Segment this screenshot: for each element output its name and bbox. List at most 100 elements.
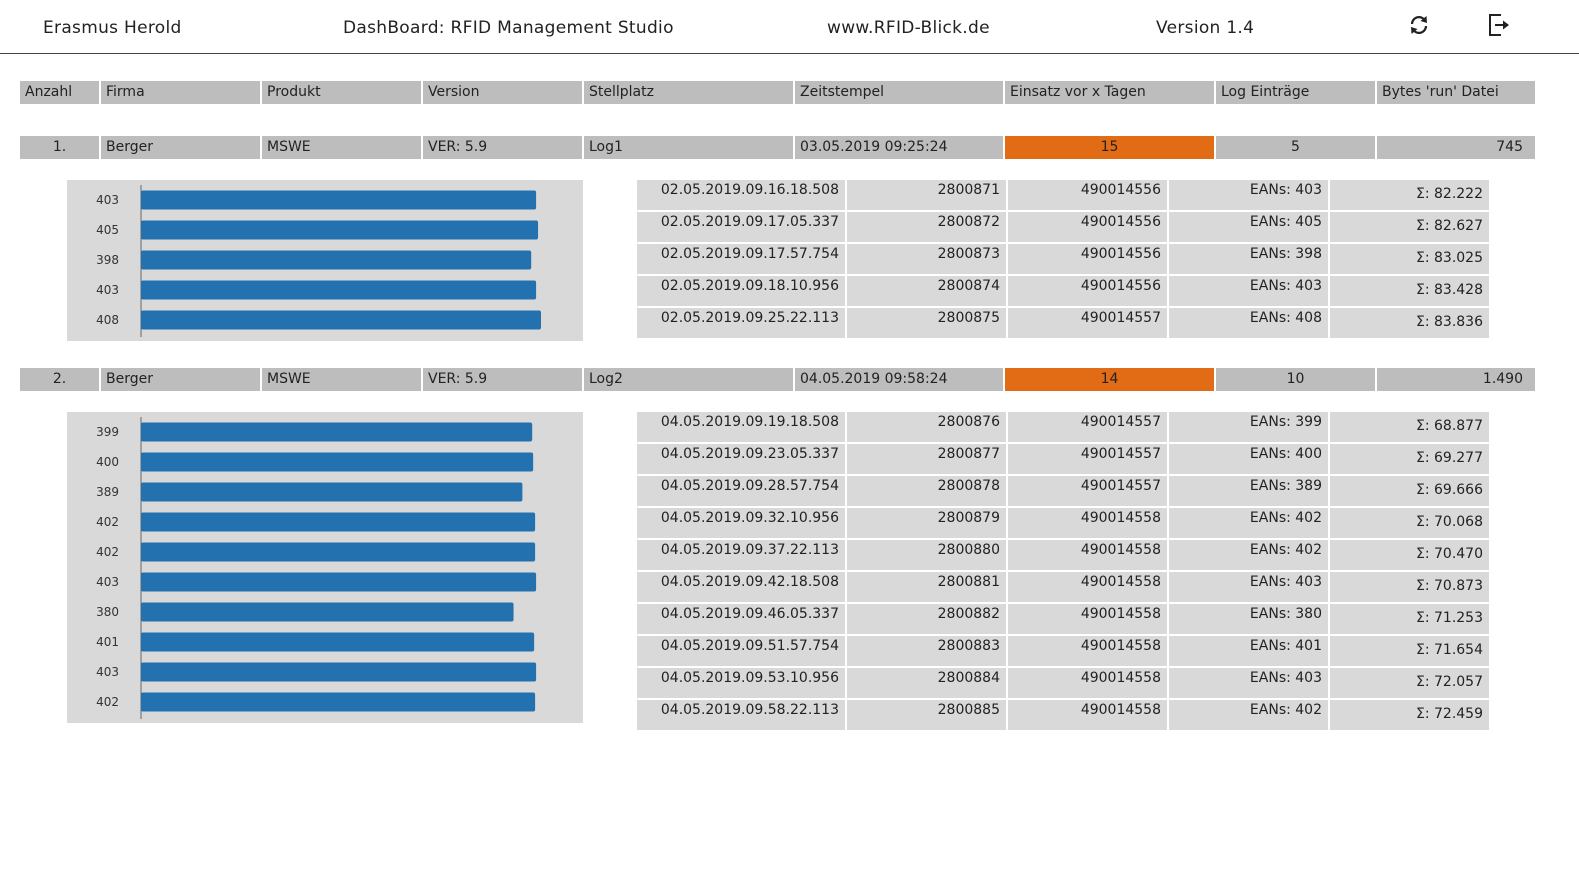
log-timestamp: 04.05.2019.09.19.18.508 [637, 412, 845, 442]
log-eans: EANs: 399 [1169, 412, 1328, 442]
entry-zeitstempel: 04.05.2019 09:58:24 [795, 368, 1003, 391]
column-header-log-eintraege[interactable]: Log Einträge [1216, 81, 1375, 104]
user-name: Erasmus Herold [43, 18, 182, 38]
log-id: 2800880 [847, 540, 1006, 570]
chart-bar [141, 542, 536, 562]
log-sum: Σ: 70.068 [1330, 508, 1489, 538]
log-row[interactable]: 04.05.2019.09.42.18.508 2800881 490014558 E… [637, 572, 1489, 602]
log-id: 2800881 [847, 572, 1006, 602]
logout-icon[interactable] [1487, 12, 1511, 38]
version-label: Version 1.4 [1156, 18, 1255, 38]
chart-category-label: 403 [96, 283, 119, 297]
log-code: 490014558 [1008, 508, 1167, 538]
entry-version: VER: 5.9 [423, 136, 582, 159]
entry-index: 2. [20, 368, 99, 391]
log-sum: Σ: 82.222 [1330, 180, 1489, 210]
log-row[interactable]: 04.05.2019.09.32.10.956 2800879 490014558 E… [637, 508, 1489, 538]
chart-category-label: 400 [96, 455, 119, 469]
log-id: 2800879 [847, 508, 1006, 538]
column-header-stellplatz[interactable]: Stellplatz [584, 81, 793, 104]
log-row[interactable]: 04.05.2019.09.23.05.337 2800877 490014557 E… [637, 444, 1489, 474]
log-eans: EANs: 402 [1169, 508, 1328, 538]
column-header-version[interactable]: Version [423, 81, 582, 104]
chart-bar [141, 632, 535, 652]
website-link[interactable]: www.RFID-Blick.de [827, 18, 990, 38]
column-header-firma[interactable]: Firma [101, 81, 260, 104]
log-row[interactable]: 04.05.2019.09.28.57.754 2800878 490014557 E… [637, 476, 1489, 506]
log-row[interactable]: 02.05.2019.09.17.05.337 2800872 490014556 E… [637, 212, 1489, 242]
log-eans: EANs: 408 [1169, 308, 1328, 338]
log-eans: EANs: 389 [1169, 476, 1328, 506]
log-sum: Σ: 69.666 [1330, 476, 1489, 506]
log-row[interactable]: 04.05.2019.09.19.18.508 2800876 490014557 E… [637, 412, 1489, 442]
log-eans: EANs: 403 [1169, 276, 1328, 306]
entry-bytes: 1.490 [1377, 368, 1535, 391]
chart-bar [141, 190, 537, 210]
log-row[interactable]: 04.05.2019.09.53.10.956 2800884 490014558 E… [637, 668, 1489, 698]
log-timestamp: 04.05.2019.09.28.57.754 [637, 476, 845, 506]
log-timestamp: 02.05.2019.09.25.22.113 [637, 308, 845, 338]
log-sum: Σ: 82.627 [1330, 212, 1489, 242]
chart-category-label: 402 [96, 545, 119, 559]
log-row[interactable]: 04.05.2019.09.46.05.337 2800882 490014558 E… [637, 604, 1489, 634]
chart-bar [141, 482, 523, 502]
log-code: 490014558 [1008, 636, 1167, 666]
log-code: 490014557 [1008, 476, 1167, 506]
column-header-einsatz[interactable]: Einsatz vor x Tagen [1005, 81, 1214, 104]
log-sum: Σ: 69.277 [1330, 444, 1489, 474]
chart-category-label: 402 [96, 515, 119, 529]
column-header-produkt[interactable]: Produkt [262, 81, 421, 104]
log-sum: Σ: 72.459 [1330, 700, 1489, 730]
chart-bar [141, 280, 537, 300]
log-code: 490014556 [1008, 276, 1167, 306]
log-row[interactable]: 02.05.2019.09.16.18.508 2800871 490014556 E… [637, 180, 1489, 210]
log-code: 490014556 [1008, 244, 1167, 274]
column-header-anzahl[interactable]: Anzahl [20, 81, 99, 104]
log-code: 490014558 [1008, 540, 1167, 570]
log-sum: Σ: 68.877 [1330, 412, 1489, 442]
log-timestamp: 04.05.2019.09.58.22.113 [637, 700, 845, 730]
column-header-bytes[interactable]: Bytes 'run' Datei [1377, 81, 1535, 104]
log-timestamp: 04.05.2019.09.37.22.113 [637, 540, 845, 570]
log-sum: Σ: 83.428 [1330, 276, 1489, 306]
chart-category-label: 408 [96, 313, 119, 327]
log-row[interactable]: 04.05.2019.09.37.22.113 2800880 490014558 E… [637, 540, 1489, 570]
log-row[interactable]: 04.05.2019.09.51.57.754 2800883 490014558 E… [637, 636, 1489, 666]
log-row[interactable]: 04.05.2019.09.58.22.113 2800885 490014558 E… [637, 700, 1489, 730]
entry-einsatz-badge: 15 [1005, 136, 1214, 159]
chart-bar [141, 220, 539, 240]
log-sum: Σ: 70.873 [1330, 572, 1489, 602]
entry-version: VER: 5.9 [423, 368, 582, 391]
log-eans: EANs: 398 [1169, 244, 1328, 274]
chart-bar [141, 310, 541, 330]
log-id: 2800873 [847, 244, 1006, 274]
bar-chart-svg: 403 405 398 403 408 [96, 185, 541, 337]
chart-bar [141, 452, 534, 472]
log-row[interactable]: 02.05.2019.09.18.10.956 2800874 490014556 E… [637, 276, 1489, 306]
log-eans: EANs: 403 [1169, 668, 1328, 698]
log-code: 490014558 [1008, 700, 1167, 730]
entry-zeitstempel: 03.05.2019 09:25:24 [795, 136, 1003, 159]
log-code: 490014557 [1008, 444, 1167, 474]
log-row[interactable]: 02.05.2019.09.17.57.754 2800873 490014556 E… [637, 244, 1489, 274]
log-eans: EANs: 402 [1169, 700, 1328, 730]
log-sum: Σ: 72.057 [1330, 668, 1489, 698]
log-row[interactable]: 02.05.2019.09.25.22.113 2800875 490014557 E… [637, 308, 1489, 338]
log-id: 2800883 [847, 636, 1006, 666]
chart-bar [141, 512, 536, 532]
log-id: 2800875 [847, 308, 1006, 338]
chart-category-label: 403 [96, 193, 119, 207]
log-code: 490014556 [1008, 180, 1167, 210]
log-eans: EANs: 402 [1169, 540, 1328, 570]
log-id: 2800884 [847, 668, 1006, 698]
log-timestamp: 04.05.2019.09.42.18.508 [637, 572, 845, 602]
log-eans: EANs: 403 [1169, 572, 1328, 602]
refresh-icon[interactable] [1407, 12, 1431, 38]
log-sum: Σ: 83.025 [1330, 244, 1489, 274]
top-bar: Erasmus Herold DashBoard: RFID Managemen… [0, 0, 1579, 54]
log-code: 490014556 [1008, 212, 1167, 242]
column-header-zeitstempel[interactable]: Zeitstempel [795, 81, 1003, 104]
entry-firma: Berger [101, 136, 260, 159]
log-id: 2800876 [847, 412, 1006, 442]
log-eans: EANs: 401 [1169, 636, 1328, 666]
